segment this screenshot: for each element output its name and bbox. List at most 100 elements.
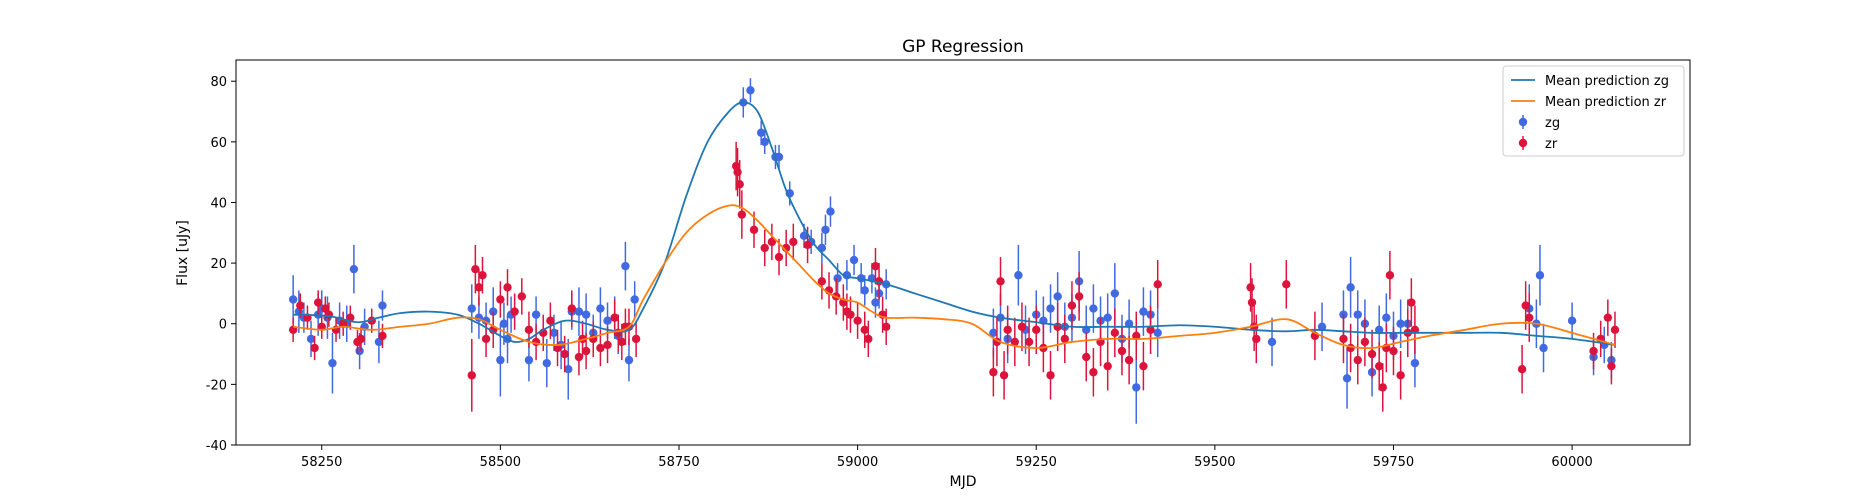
point-zg (1382, 313, 1391, 322)
point-zr (610, 313, 619, 322)
point-zg (1346, 283, 1355, 292)
point-zr (324, 310, 334, 319)
point-zg (1374, 325, 1384, 335)
point-zr (846, 310, 855, 319)
point-zg (1132, 383, 1141, 392)
point-zr (1525, 313, 1534, 322)
point-zr (524, 325, 534, 335)
y-tick-label: 80 (210, 75, 227, 90)
legend-marker-swatch (1518, 117, 1528, 127)
x-tick-label: 59500 (1194, 455, 1235, 470)
point-zr (1589, 346, 1598, 356)
point-zg (821, 225, 830, 234)
point-zr (1378, 383, 1387, 392)
point-zr (338, 319, 348, 328)
point-zr (1032, 325, 1041, 335)
y-tick-label: 60 (210, 136, 227, 151)
point-zr (560, 349, 569, 359)
point-zr (1074, 292, 1084, 301)
axes-frame (235, 59, 1691, 446)
point-zr (1610, 325, 1620, 335)
point-zr (510, 307, 519, 316)
point-zg (1110, 289, 1120, 298)
point-zg (496, 355, 505, 365)
point-zr (1003, 325, 1012, 335)
legend: Mean prediction zg Mean prediction zr zg zr (1502, 65, 1685, 157)
point-zr (1060, 334, 1070, 344)
point-zr (321, 304, 330, 313)
point-zg (1339, 310, 1348, 319)
point-zg (1410, 358, 1420, 368)
point-zr (1360, 337, 1370, 347)
point-zr (1017, 322, 1027, 331)
chart-title: GP Regression (902, 37, 1024, 57)
point-zr (1046, 371, 1055, 380)
point-zg (355, 346, 364, 356)
point-zr (471, 264, 480, 274)
point-zr (1339, 334, 1348, 344)
point-zr (1374, 361, 1384, 371)
point-zg (826, 207, 835, 216)
point-zr (546, 316, 555, 325)
point-zg (624, 355, 634, 365)
x-tick-label: 58250 (301, 455, 342, 470)
point-zr (733, 167, 742, 177)
point-zr (596, 343, 605, 353)
point-zg (378, 301, 387, 310)
legend-label-zg: zg (1545, 116, 1560, 131)
point-zr (1282, 280, 1291, 289)
point-zr (1367, 349, 1377, 359)
point-zg (849, 255, 859, 265)
point-zg (524, 355, 534, 365)
x-tick-label: 59250 (1016, 455, 1057, 470)
point-zr (789, 237, 798, 247)
point-zg (574, 307, 584, 316)
point-zg (374, 337, 384, 347)
point-zr (1607, 361, 1616, 371)
point-zg (1539, 343, 1548, 353)
point-zr (567, 304, 577, 313)
point-zg (531, 310, 541, 319)
point-zr (478, 271, 487, 280)
x-tick-label: 60000 (1551, 455, 1592, 470)
point-zr (574, 352, 584, 362)
point-zr (503, 283, 512, 292)
y-tick-label: 0 (219, 318, 227, 333)
point-zg (603, 316, 612, 325)
x-tick-label: 59750 (1373, 455, 1414, 470)
legend-box (1502, 65, 1685, 157)
point-zg (306, 334, 316, 344)
point-zg (1046, 304, 1055, 313)
legend-label-mean-zr: Mean prediction zr (1545, 95, 1667, 110)
point-zr (1246, 283, 1255, 292)
point-zr (760, 243, 769, 253)
point-zr (1146, 325, 1155, 335)
point-zr (1110, 328, 1120, 338)
point-zg (1535, 271, 1545, 280)
point-zr (1517, 365, 1527, 374)
point-zg (499, 319, 509, 328)
data-layer (288, 78, 1620, 424)
y-tick-label: -40 (206, 439, 227, 454)
point-zg (1089, 304, 1098, 313)
point-zr (1139, 361, 1148, 371)
point-zg (1567, 316, 1577, 325)
point-zr (871, 261, 880, 271)
point-zg (549, 328, 559, 338)
point-zr (1603, 313, 1613, 322)
point-zr (749, 225, 759, 234)
point-zg (1353, 310, 1362, 319)
point-zg (1396, 319, 1405, 328)
point-zr (1067, 301, 1077, 310)
point-zr (735, 180, 744, 189)
point-zg (288, 295, 298, 304)
point-zg (596, 304, 605, 313)
point-zr (1252, 334, 1261, 344)
point-zr (481, 334, 491, 344)
point-zr (1247, 298, 1257, 307)
point-zr (999, 371, 1009, 380)
point-zg (1267, 337, 1277, 347)
point-zg (1139, 307, 1148, 316)
x-tick-label: 59000 (837, 455, 878, 470)
